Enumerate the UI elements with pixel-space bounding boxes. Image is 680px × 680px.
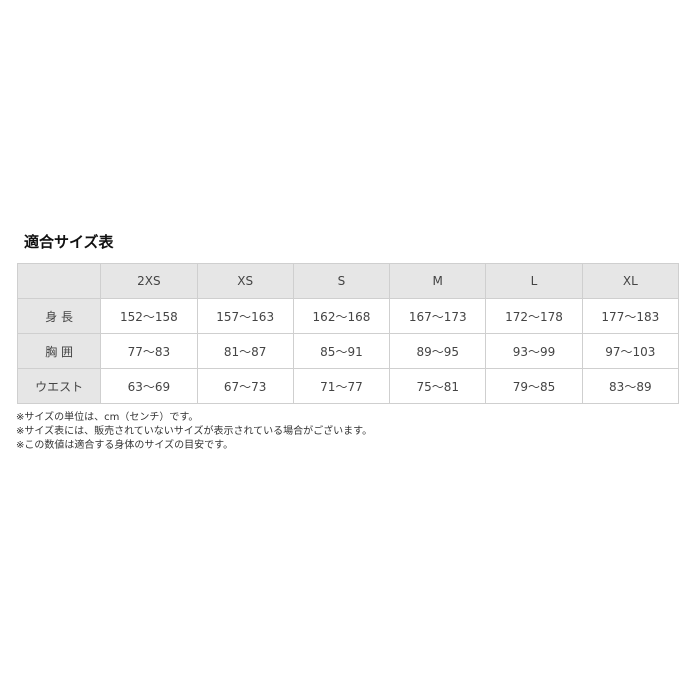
- size-table: 2XS XS S M L XL 身 長 152～158 157～163 162～168…: [16, 263, 680, 404]
- table-cell: 93～99: [485, 333, 583, 369]
- table-cell: 157～163: [196, 298, 294, 334]
- note: ※この数値は適合する身体のサイズの目安です。: [16, 440, 234, 451]
- page-title: 適合サイズ表: [24, 233, 114, 251]
- table-cell: 89～95: [389, 333, 487, 369]
- table-cell: 79～85: [485, 368, 583, 404]
- header-size: S: [292, 263, 391, 299]
- table-cell: 97～103: [581, 333, 680, 369]
- table-cell: 67～73: [196, 368, 294, 404]
- table-cell: 75～81: [389, 368, 487, 404]
- note: ※サイズの単位は、cm（センチ）です。: [16, 412, 199, 423]
- header-row: 2XS XS S M L XL: [16, 263, 680, 299]
- header-size: XS: [196, 263, 294, 299]
- table-cell: 77～83: [100, 333, 198, 369]
- table-cell: 167～173: [389, 298, 487, 334]
- table-row: ウエスト 63～69 67～73 71～77 75～81 79～85 83～89: [16, 368, 680, 404]
- table-cell: 177～183: [581, 298, 680, 334]
- row-label: 身 長: [16, 298, 102, 334]
- table-cell: 152～158: [100, 298, 198, 334]
- table-row: 胸 囲 77～83 81～87 85～91 89～95 93～99 97～103: [16, 333, 680, 369]
- header-corner: [16, 263, 102, 299]
- header-size: M: [389, 263, 487, 299]
- table-cell: 63～69: [100, 368, 198, 404]
- table-cell: 162～168: [292, 298, 391, 334]
- header-size: 2XS: [100, 263, 198, 299]
- note: ※サイズ表には、販売されていないサイズが表示されている場合がございます。: [16, 426, 373, 437]
- notes: ※サイズの単位は、cm（センチ）です。 ※サイズ表には、販売されていないサイズが…: [16, 411, 676, 453]
- table-row: 身 長 152～158 157～163 162～168 167～173 172～178 17…: [16, 298, 680, 334]
- row-label: ウエスト: [16, 368, 102, 404]
- row-label: 胸 囲: [16, 333, 102, 369]
- table-cell: 85～91: [292, 333, 391, 369]
- table-cell: 172～178: [485, 298, 583, 334]
- header-size: XL: [581, 263, 680, 299]
- header-size: L: [485, 263, 583, 299]
- table-cell: 81～87: [196, 333, 294, 369]
- table-cell: 71～77: [292, 368, 391, 404]
- table-cell: 83～89: [581, 368, 680, 404]
